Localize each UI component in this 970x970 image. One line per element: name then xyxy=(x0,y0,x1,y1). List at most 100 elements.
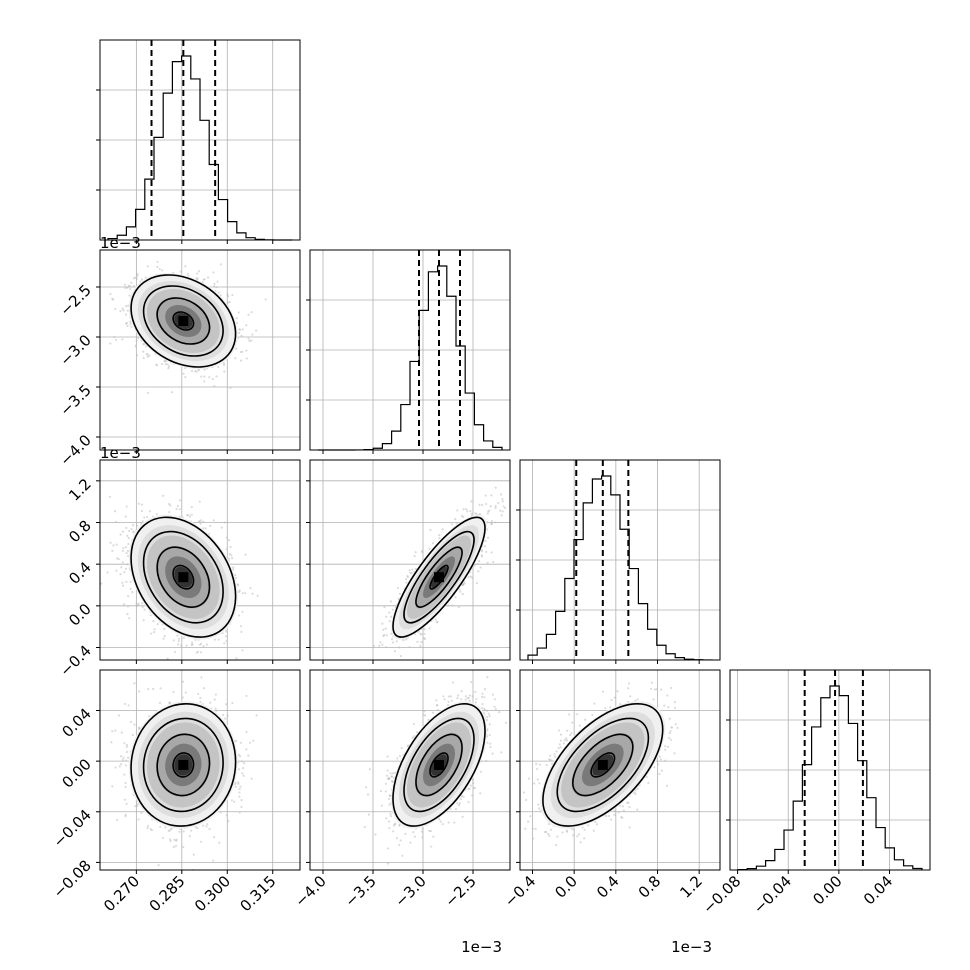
scatter-point xyxy=(204,527,207,530)
histogram-1 xyxy=(318,265,503,451)
scatter-point xyxy=(119,310,122,313)
scatter-point xyxy=(126,324,129,327)
scatter-point xyxy=(142,350,145,353)
panel-content xyxy=(100,460,300,673)
scatter-point xyxy=(112,544,115,547)
scatter-point xyxy=(121,338,124,341)
scatter-point xyxy=(135,602,138,605)
scatter-point xyxy=(168,510,171,514)
scatter-point xyxy=(129,580,132,583)
scatter-point xyxy=(200,375,203,378)
scatter-point xyxy=(241,328,244,331)
scatter-point xyxy=(222,362,225,365)
scatter-point xyxy=(126,612,129,616)
scatter-point xyxy=(161,494,165,497)
scatter-point xyxy=(198,662,200,664)
scatter-point xyxy=(187,513,190,517)
scatter-point xyxy=(167,365,171,368)
scatter-point xyxy=(155,363,158,366)
panel-1-0 xyxy=(96,249,301,454)
scatter-point xyxy=(191,643,194,646)
scatter-point xyxy=(229,386,232,390)
scatter-point xyxy=(219,663,221,665)
scatter-point xyxy=(237,311,240,314)
scatter-point xyxy=(129,287,132,291)
scatter-point xyxy=(155,513,158,516)
scatter-point xyxy=(235,317,238,320)
scatter-point xyxy=(176,505,179,508)
scatter-point xyxy=(190,369,194,373)
scatter-point xyxy=(122,309,125,312)
scatter-point xyxy=(146,355,149,358)
scatter-point xyxy=(217,365,220,369)
scatter-point xyxy=(123,571,126,574)
scatter-point xyxy=(220,526,223,529)
scatter-point xyxy=(238,331,241,334)
scatter-point xyxy=(130,325,133,328)
scatter-point xyxy=(197,369,201,372)
scatter-point xyxy=(200,651,203,654)
scatter-point xyxy=(216,280,219,283)
scatter-point xyxy=(215,286,218,289)
scatter-point xyxy=(153,628,156,631)
scatter-point xyxy=(173,650,177,654)
scatter-point xyxy=(126,309,129,312)
scatter-point xyxy=(251,333,254,336)
scatter-point xyxy=(111,549,114,552)
scatter-point xyxy=(198,520,201,523)
scatter-point xyxy=(202,527,205,530)
scatter-point xyxy=(126,595,130,598)
scatter-point xyxy=(114,338,118,341)
scatter-point xyxy=(250,311,253,314)
scatter-point xyxy=(202,645,205,648)
contour-line xyxy=(156,297,211,345)
scatter-point xyxy=(194,370,197,373)
scatter-point xyxy=(145,353,149,356)
scatter-point xyxy=(184,265,187,268)
scatter-point xyxy=(134,345,137,348)
scatter-point xyxy=(125,505,128,508)
scatter-point xyxy=(245,324,248,327)
scatter-point xyxy=(206,671,208,673)
scatter-point xyxy=(213,385,216,388)
scatter-point xyxy=(182,636,185,640)
scatter-point xyxy=(140,503,144,506)
scatter-point xyxy=(241,610,244,613)
scatter-point xyxy=(123,283,126,286)
scatter-point xyxy=(109,292,112,296)
scatter-point xyxy=(184,376,187,379)
scatter-point xyxy=(214,289,217,292)
scatter-point xyxy=(142,619,145,622)
scatter-point xyxy=(198,500,201,503)
scatter-point xyxy=(251,592,254,595)
scatter-point xyxy=(211,377,214,381)
scatter-point xyxy=(187,662,189,664)
diag-panel-0 xyxy=(96,39,301,244)
scatter-point xyxy=(231,293,234,297)
scatter-point xyxy=(200,642,203,645)
panel-2-0 xyxy=(96,459,301,673)
scatter-point xyxy=(121,581,124,584)
scatter-point xyxy=(199,519,203,522)
scatter-point xyxy=(166,363,169,366)
scatter-point xyxy=(248,339,251,343)
scatter-point xyxy=(126,549,130,553)
scatter-point xyxy=(226,301,230,304)
scatter-point xyxy=(225,548,228,551)
scatter-point xyxy=(113,510,117,513)
scatter-point xyxy=(176,643,180,646)
scatter-point xyxy=(146,515,149,519)
scatter-point xyxy=(128,284,131,288)
scatter-point xyxy=(121,561,124,564)
scatter-point xyxy=(149,614,152,617)
scatter-point xyxy=(228,300,231,304)
scatter-point xyxy=(250,339,253,342)
scatter-point xyxy=(178,508,181,511)
scatter-point xyxy=(239,625,243,628)
scatter-point xyxy=(115,543,118,546)
scatter-point xyxy=(227,295,230,298)
scatter-point xyxy=(213,285,216,288)
histogram-2 xyxy=(527,475,713,661)
scatter-point xyxy=(142,356,145,360)
